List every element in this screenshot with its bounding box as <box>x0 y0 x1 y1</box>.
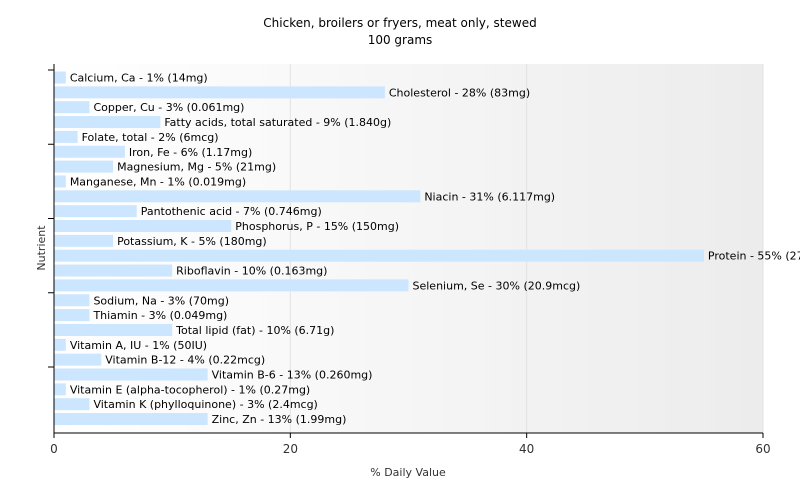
chart-title: Chicken, broilers or fryers, meat only, … <box>263 16 536 30</box>
bar-label: Potassium, K - 5% (180mg) <box>117 235 267 248</box>
bar <box>54 338 66 351</box>
bar <box>54 160 114 173</box>
bar-label: Selenium, Se - 30% (20.9mcg) <box>413 279 581 292</box>
bars: Calcium, Ca - 1% (14mg) Cholesterol - 28%… <box>54 71 800 426</box>
bar-label: Fatty acids, total saturated - 9% (1.840… <box>164 116 391 129</box>
bar-label: Copper, Cu - 3% (0.061mg) <box>93 101 244 114</box>
bar <box>54 86 385 99</box>
bar <box>54 145 125 158</box>
bar <box>54 205 137 218</box>
bar <box>54 190 421 203</box>
bar-label: Zinc, Zn - 13% (1.99mg) <box>212 413 347 426</box>
bar-label: Folate, total - 2% (6mcg) <box>82 131 219 144</box>
bar <box>54 323 173 336</box>
bar-label: Riboflavin - 10% (0.163mg) <box>176 265 327 278</box>
bar-label: Vitamin E (alpha-tocopherol) - 1% (0.27m… <box>70 383 310 396</box>
bar-label: Magnesium, Mg - 5% (21mg) <box>117 161 276 174</box>
bar <box>54 71 66 84</box>
bar <box>54 279 409 292</box>
axes: 0 20 40 60 <box>48 64 771 456</box>
bar-label: Niacin - 31% (6.117mg) <box>424 190 555 203</box>
bar-label: Cholesterol - 28% (83mg) <box>389 86 530 99</box>
bar <box>54 220 232 232</box>
bar <box>54 175 66 188</box>
bar <box>54 294 90 307</box>
bar <box>54 398 90 411</box>
bar <box>54 413 208 426</box>
bar <box>54 264 173 277</box>
bar-label: Iron, Fe - 6% (1.17mg) <box>129 146 252 159</box>
bar-label: Pantothenic acid - 7% (0.746mg) <box>141 205 322 218</box>
bar <box>54 309 90 322</box>
bar-label: Manganese, Mn - 1% (0.019mg) <box>70 175 246 188</box>
bar-label: Thiamin - 3% (0.049mg) <box>92 309 227 322</box>
chart-subtitle: 100 grams <box>368 33 433 47</box>
x-tick-label: 60 <box>755 442 770 456</box>
bar-label: Sodium, Na - 3% (70mg) <box>93 294 229 307</box>
bar <box>54 383 66 396</box>
grid <box>289 64 764 433</box>
x-axis-label: % Daily Value <box>370 466 446 479</box>
bar-label: Vitamin A, IU - 1% (50IU) <box>70 339 207 352</box>
bar <box>54 130 78 143</box>
bar-label: Vitamin K (phylloquinone) - 3% (2.4mcg) <box>93 398 317 411</box>
bar-label: Vitamin B-12 - 4% (0.22mcg) <box>105 354 265 367</box>
bar-label: Phosphorus, P - 15% (150mg) <box>235 220 399 233</box>
bar <box>54 353 102 366</box>
bar-label: Total lipid (fat) - 10% (6.71g) <box>175 324 334 337</box>
bar <box>54 368 208 381</box>
bar <box>54 116 161 129</box>
bar-label: Vitamin B-6 - 13% (0.260mg) <box>212 369 373 382</box>
bar <box>54 101 90 114</box>
bar <box>54 249 704 262</box>
bar-label: Protein - 55% (27.29g) <box>708 250 800 263</box>
x-tick-label: 20 <box>283 442 298 456</box>
x-tick-label: 40 <box>519 442 534 456</box>
x-tick-label: 0 <box>50 442 58 456</box>
bar-label: Calcium, Ca - 1% (14mg) <box>70 72 208 85</box>
bar <box>54 234 114 247</box>
y-axis-label: Nutrient <box>35 225 48 271</box>
